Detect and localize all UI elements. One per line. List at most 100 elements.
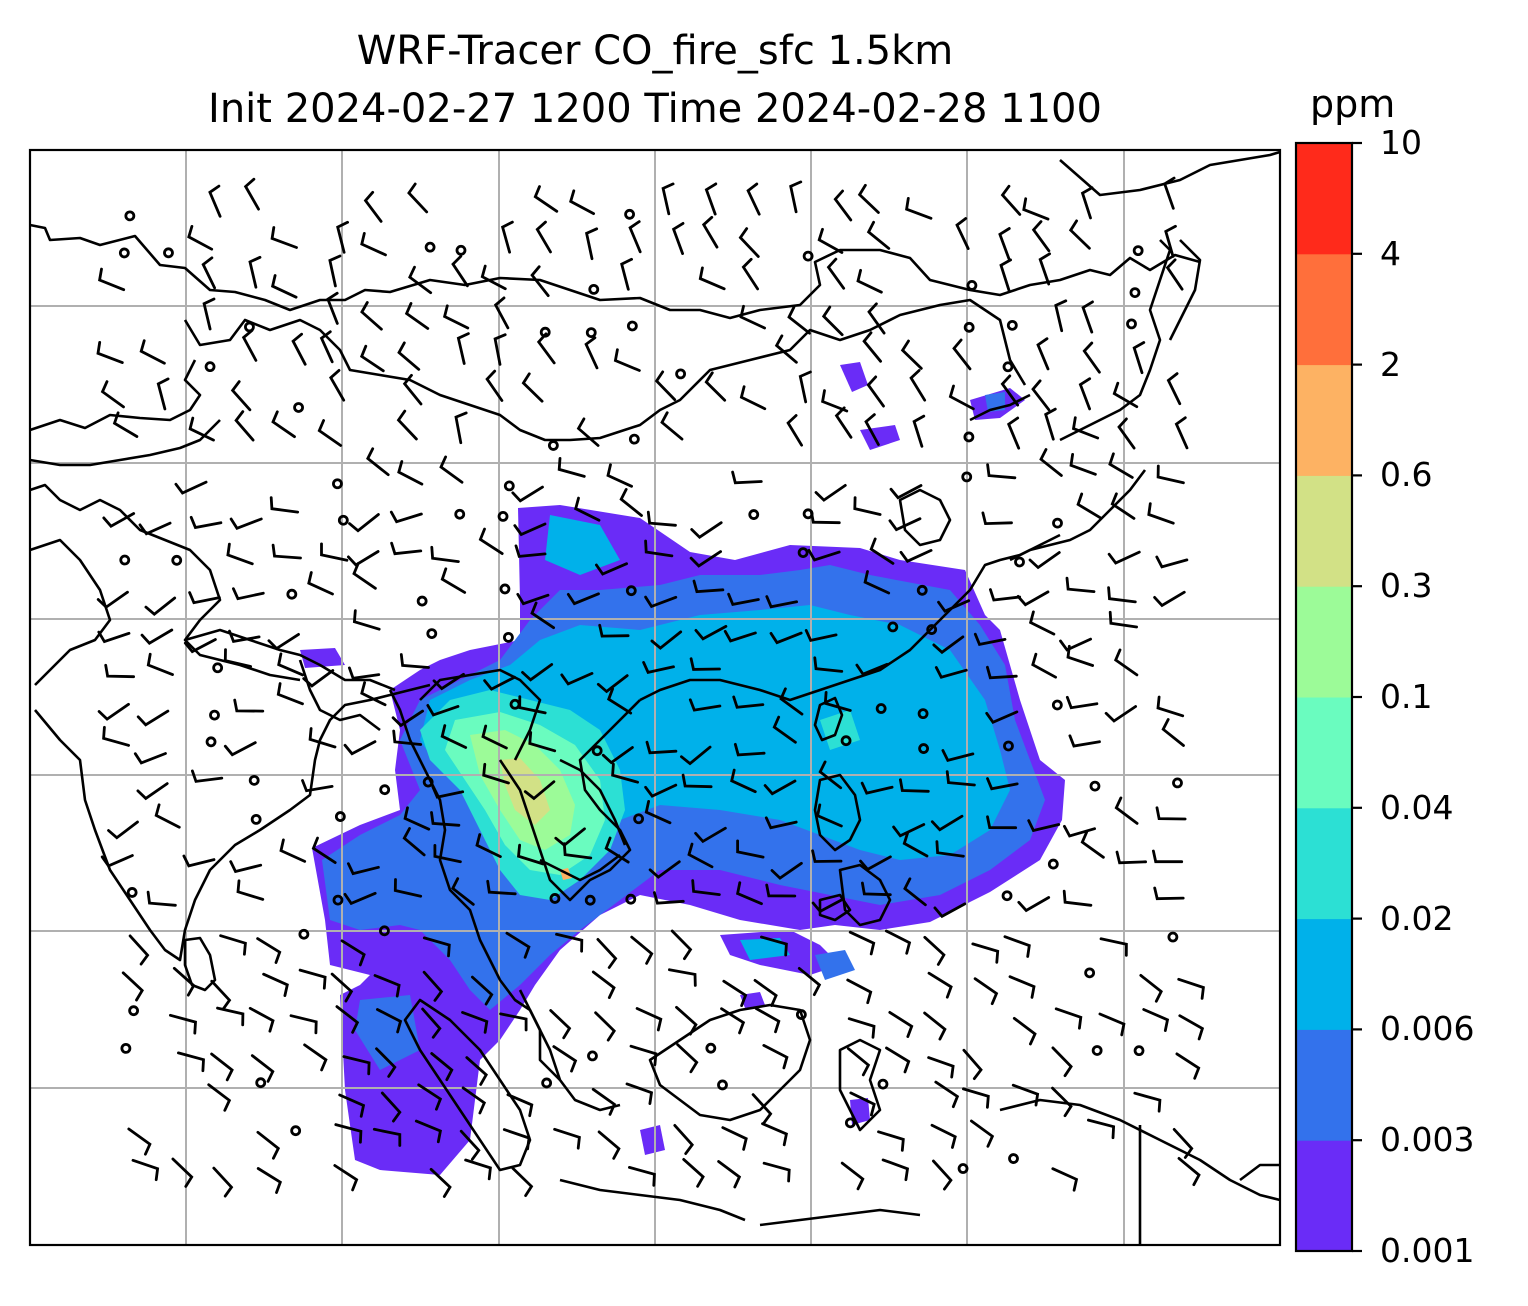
calm-wind-marker — [205, 736, 217, 748]
wind-barb — [390, 541, 423, 556]
calm-wind-marker — [209, 709, 220, 721]
wind-barb — [736, 839, 765, 859]
wind-barb — [635, 1007, 663, 1032]
colorbar-tick-label: 0.003 — [1380, 1120, 1475, 1160]
colorbar-segment — [1296, 364, 1352, 476]
wind-barb — [1166, 372, 1182, 406]
wind-barb — [140, 628, 174, 645]
wind-barb — [899, 778, 930, 793]
wind-barb — [403, 806, 431, 831]
calm-wind-marker — [918, 743, 930, 754]
calm-wind-marker — [748, 509, 760, 520]
calm-wind-marker — [1089, 780, 1101, 792]
wind-barb — [650, 630, 683, 650]
colorbar-segment — [1296, 475, 1352, 587]
calm-wind-marker — [426, 628, 438, 639]
wind-barb — [1028, 610, 1056, 636]
wind-barb — [738, 227, 760, 258]
wind-barb — [625, 1082, 654, 1105]
wind-barb — [1172, 1128, 1194, 1159]
wind-barb — [985, 710, 1019, 725]
wind-barb — [536, 332, 556, 365]
wind-barb — [279, 838, 307, 863]
calm-wind-marker — [332, 894, 344, 906]
wind-barb — [112, 411, 139, 438]
wind-barb — [511, 1166, 534, 1197]
wind-barb — [1175, 1052, 1201, 1080]
wind-barb — [360, 232, 387, 257]
colorbar-segment — [1296, 253, 1352, 366]
wind-barb — [594, 1011, 617, 1042]
calm-wind-marker — [877, 1078, 889, 1090]
wind-barb — [404, 302, 430, 330]
wind-barb — [999, 258, 1012, 292]
wind-barb — [1080, 830, 1105, 859]
wind-barb — [555, 932, 584, 953]
calm-wind-marker — [497, 510, 509, 522]
wind-barb — [188, 416, 215, 442]
wind-barb — [981, 511, 1013, 526]
wind-barb — [480, 264, 507, 291]
calm-wind-marker — [591, 745, 603, 757]
wind-barb — [596, 674, 629, 694]
wind-barb — [352, 562, 377, 590]
wind-barb — [1142, 1008, 1170, 1032]
colorbar-segment — [1296, 1029, 1352, 1141]
calm-wind-marker — [422, 776, 434, 788]
wind-barb — [1071, 416, 1100, 440]
calm-wind-marker — [547, 440, 559, 451]
wind-barb — [930, 1123, 957, 1149]
wind-barb — [328, 254, 342, 288]
wind-barb — [971, 942, 1000, 964]
calm-wind-marker — [926, 624, 938, 635]
wind-barb — [334, 1123, 363, 1144]
wind-barb — [343, 891, 377, 906]
plume-layer-0001h — [860, 425, 900, 450]
wind-barb — [528, 731, 557, 753]
wind-barb — [360, 681, 387, 707]
wind-barb — [1054, 1007, 1083, 1030]
wind-barb — [732, 695, 765, 709]
wind-barb — [986, 777, 1019, 791]
wind-barb — [1108, 610, 1138, 629]
wind-barb — [1065, 576, 1096, 593]
wind-barb — [440, 567, 467, 594]
wind-barb — [348, 513, 380, 533]
wind-barb — [753, 979, 778, 1007]
wind-barb — [1012, 1017, 1037, 1046]
calm-wind-marker — [424, 241, 436, 253]
wind-barb — [373, 974, 401, 998]
wind-barb — [764, 816, 798, 830]
wind-barb — [338, 1093, 366, 1118]
wind-barb — [399, 653, 430, 669]
calm-wind-marker — [499, 583, 511, 595]
wind-barb — [481, 724, 508, 750]
wind-barb — [228, 629, 261, 643]
wind-barb — [234, 410, 255, 442]
coastlines — [29, 150, 1281, 1245]
wind-barb — [1098, 1012, 1126, 1037]
calm-wind-marker — [795, 1009, 807, 1020]
wind-barb — [248, 1006, 275, 1033]
wind-barb — [549, 1009, 572, 1040]
wind-barb — [566, 592, 600, 606]
wind-barb — [451, 254, 469, 288]
wind-barb — [1038, 252, 1051, 286]
wind-barb — [595, 562, 628, 576]
wind-barb — [1107, 550, 1141, 565]
wind-barb — [786, 414, 803, 447]
wind-barb — [881, 1158, 910, 1182]
wind-barb — [461, 1011, 489, 1034]
calm-wind-marker — [1014, 556, 1025, 568]
wind-barb — [432, 672, 465, 691]
wind-barb — [376, 1008, 403, 1034]
wind-barb — [722, 979, 748, 1007]
wind-barb — [668, 968, 697, 987]
wind-barb — [948, 384, 975, 411]
wind-barb — [584, 227, 599, 261]
wind-barb — [675, 1005, 698, 1036]
wind-barb — [739, 304, 766, 330]
colorbar-segment — [1296, 697, 1352, 809]
wind-barb — [955, 217, 970, 250]
colorbar-tick-label: 0.02 — [1380, 898, 1454, 938]
